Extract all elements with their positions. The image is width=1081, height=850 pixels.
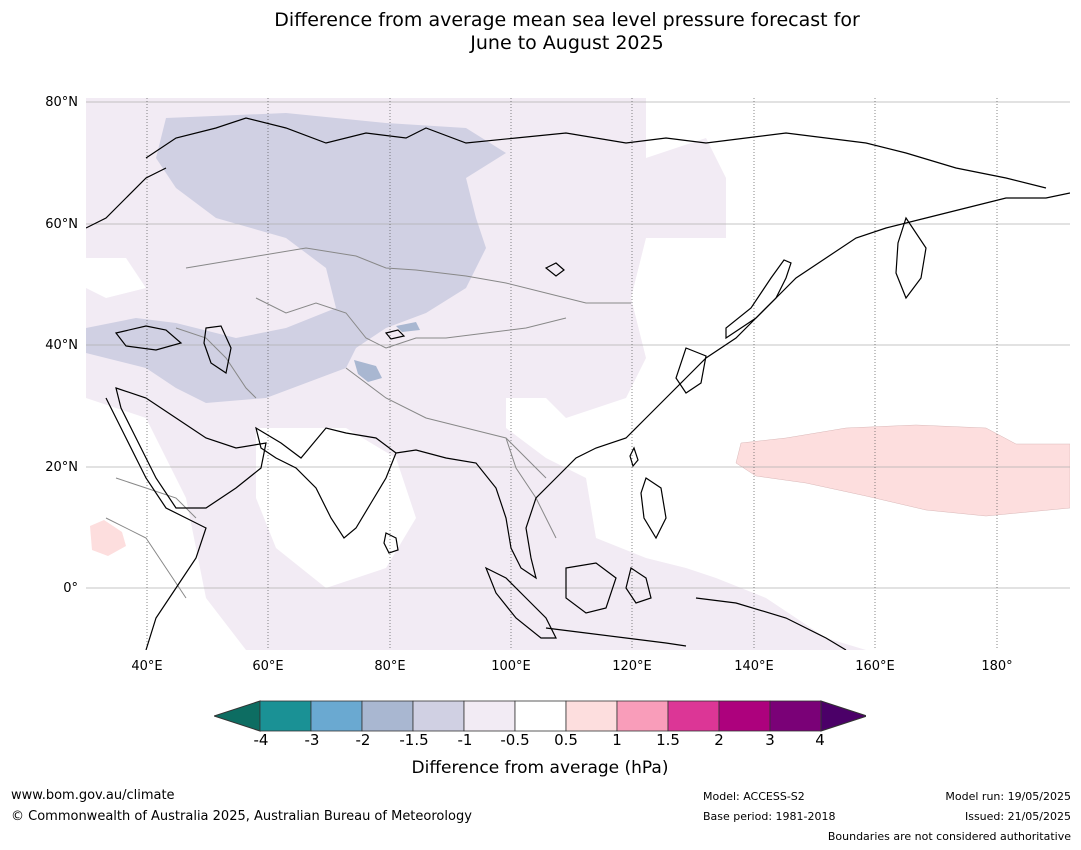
legend-colorbar xyxy=(214,700,866,732)
website-link[interactable]: www.bom.gov.au/climate xyxy=(11,788,175,803)
lat-label-0: 0° xyxy=(63,581,78,596)
colorbar-tick-label: -3 xyxy=(304,731,320,749)
colorbar-tick-label: 1 xyxy=(612,731,622,749)
colorbar-label: Difference from average (hPa) xyxy=(411,758,669,778)
colorbar-segment xyxy=(259,700,312,732)
colorbar-segment xyxy=(463,700,516,732)
latitude-gridlines xyxy=(86,101,1070,589)
colorbar-tick-label: -0.5 xyxy=(500,731,530,749)
forecast-map xyxy=(86,98,1070,650)
base-period: Base period: 1981-2018 xyxy=(703,810,836,823)
lat-label-80n: 80°N xyxy=(45,95,78,110)
colorbar-tick-label: 0.5 xyxy=(554,731,578,749)
coastlines xyxy=(86,117,1070,650)
lat-label-20n: 20°N xyxy=(45,460,78,475)
colorbar-segment xyxy=(718,700,771,732)
colorbar-tick-label: 4 xyxy=(815,731,825,749)
country-borders xyxy=(105,247,631,599)
colorbar-segment xyxy=(616,700,669,732)
lon-label-120e: 120°E xyxy=(612,659,652,674)
colorbar-segment xyxy=(310,700,363,732)
colorbar-segment xyxy=(769,700,822,732)
model-run-date: Model run: 19/05/2025 xyxy=(945,790,1071,803)
lon-label-160e: 160°E xyxy=(855,659,895,674)
map-title: Difference from average mean sea level p… xyxy=(0,9,1081,55)
anomaly-region-pink-pacific xyxy=(735,424,1070,517)
anomaly-region-lavender xyxy=(86,113,506,403)
colorbar-arrow-high xyxy=(820,700,866,732)
colorbar-tick-label: -4 xyxy=(253,731,269,749)
colorbar-tick-label: -1 xyxy=(457,731,473,749)
title-line-1: Difference from average mean sea level p… xyxy=(274,9,860,31)
map-svg xyxy=(86,98,1070,650)
lon-label-60e: 60°E xyxy=(252,659,284,674)
model-name: Model: ACCESS-S2 xyxy=(703,790,805,803)
lon-label-100e: 100°E xyxy=(491,659,531,674)
colorbar-tick-label: 1.5 xyxy=(656,731,680,749)
colorbar-segment xyxy=(412,700,465,732)
colorbar-segment xyxy=(565,700,618,732)
lon-label-140e: 140°E xyxy=(734,659,774,674)
colorbar-arrow-low xyxy=(214,700,261,732)
anomaly-region-blue-spot-2 xyxy=(396,322,420,332)
boundaries-disclaimer: Boundaries are not considered authoritat… xyxy=(827,830,1071,843)
copyright-notice: © Commonwealth of Australia 2025, Austra… xyxy=(11,809,472,824)
anomaly-region-neutral-west xyxy=(86,258,146,298)
anomaly-region-pink-africa xyxy=(90,520,126,556)
colorbar-segment xyxy=(361,700,414,732)
lat-label-40n: 40°N xyxy=(45,338,78,353)
anomaly-region-blue-spot xyxy=(354,360,382,382)
colorbar-segment xyxy=(667,700,720,732)
colorbar-tick-label: -2 xyxy=(355,731,371,749)
lon-label-180: 180° xyxy=(981,659,1013,674)
lon-label-40e: 40°E xyxy=(131,659,163,674)
colorbar-tick-label: 3 xyxy=(765,731,775,749)
longitude-gridlines xyxy=(146,98,998,650)
colorbar-segment xyxy=(514,700,567,732)
issued-date: Issued: 21/05/2025 xyxy=(964,810,1071,823)
colorbar-tick-label: -1.5 xyxy=(399,731,429,749)
lon-label-80e: 80°E xyxy=(374,659,406,674)
lat-label-60n: 60°N xyxy=(45,217,78,232)
title-line-2: June to August 2025 xyxy=(470,32,664,54)
anomaly-region-neutral-africa xyxy=(86,398,246,650)
colorbar-tick-label: 2 xyxy=(714,731,724,749)
